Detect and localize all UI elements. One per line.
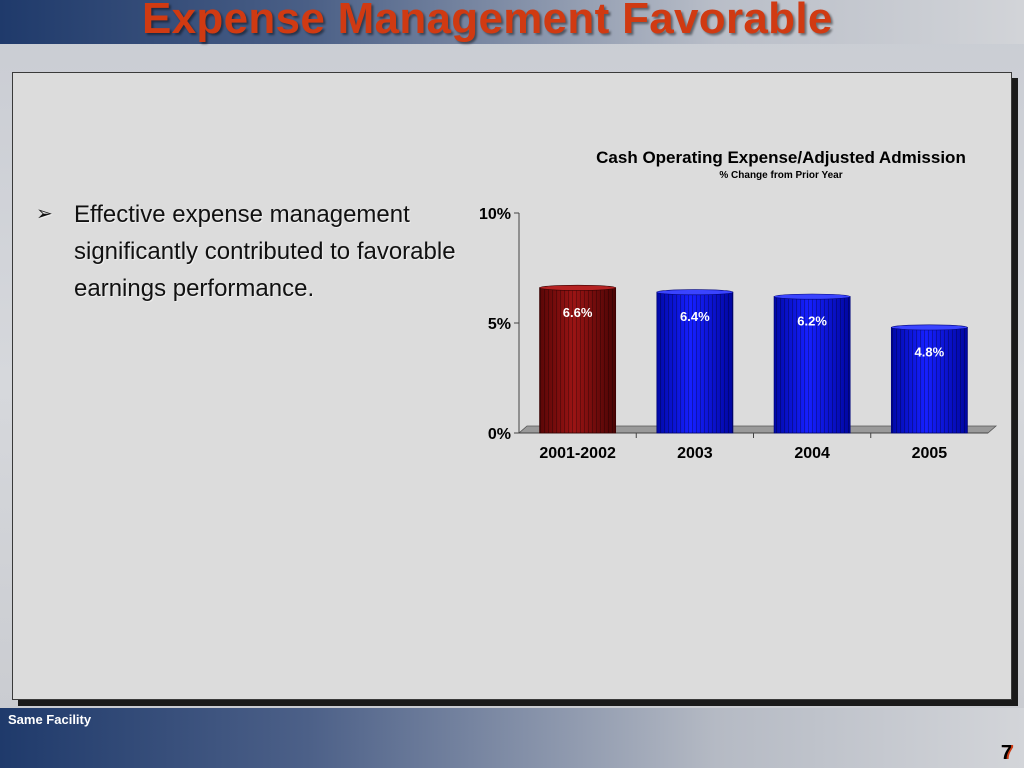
y-tick-label: 0% (488, 426, 511, 443)
x-tick-label: 2001-2002 (539, 445, 616, 462)
bar-stripes (774, 296, 851, 433)
data-label: 4.8% (915, 344, 945, 359)
chart-labels: 6.6% 2001-2002 6.4% 2003 6.2% 2004 4.8% 2005 (539, 305, 947, 462)
x-tick-label: 2005 (912, 445, 948, 462)
chart-bars (539, 284, 968, 434)
data-label: 6.6% (563, 305, 593, 320)
bar-stripes (656, 292, 733, 433)
bar-2003 (656, 289, 734, 434)
data-label: 6.4% (680, 309, 710, 324)
bar-stripes (891, 327, 968, 433)
y-tick-label: 10% (479, 206, 511, 223)
chart-subtitle: % Change from Prior Year (719, 170, 842, 181)
bar-2001-2002 (539, 284, 617, 434)
bar-cap (773, 293, 851, 300)
chart-title: Cash Operating Expense/Adjusted Admissio… (596, 148, 966, 167)
bullet-point: ➢ Effective expense management significa… (36, 196, 456, 307)
bar-stripes (539, 287, 616, 433)
bar-cap (891, 324, 968, 331)
arrow-bullet-icon: ➢ (36, 203, 53, 225)
footer-bar (0, 708, 1024, 768)
bar-cap (656, 289, 734, 296)
x-tick-label: 2004 (794, 445, 830, 462)
slide-title: Expense Management Favorable (142, 0, 833, 43)
x-tick-label: 2003 (677, 445, 713, 462)
y-tick-label: 5% (488, 316, 511, 333)
bar-cap (539, 284, 616, 291)
bar-2004 (773, 293, 851, 434)
page-number: 7 (1000, 742, 1012, 764)
bar-2005 (890, 324, 968, 434)
footer-note: Same Facility (8, 712, 92, 727)
data-label: 6.2% (797, 314, 827, 329)
title-bar (0, 0, 1024, 44)
bullet-text: Effective expense management significant… (74, 201, 456, 302)
